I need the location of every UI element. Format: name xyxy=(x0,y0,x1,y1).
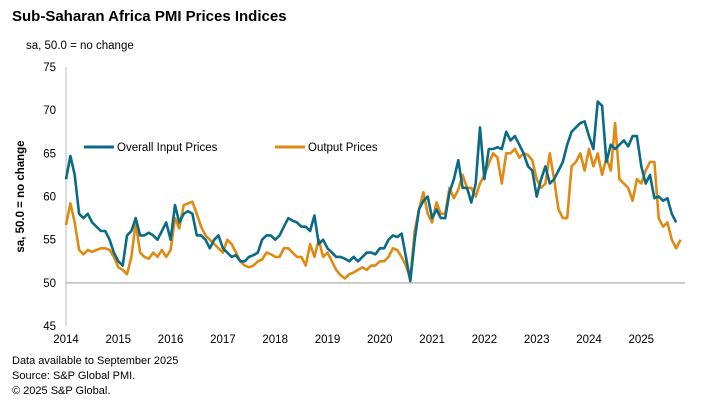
y-tick-label: 65 xyxy=(43,148,56,160)
y-tick-label: 60 xyxy=(43,192,56,204)
x-tick-label: 2020 xyxy=(367,334,393,346)
x-tick-label: 2015 xyxy=(106,334,132,346)
x-tick-label: 2016 xyxy=(158,334,184,346)
footer-note: Data available to September 2025 xyxy=(12,355,179,367)
chart-title: Sub-Saharan Africa PMI Prices Indices xyxy=(12,8,287,25)
x-tick-label: 2025 xyxy=(629,334,655,346)
x-tick-label: 2017 xyxy=(210,334,236,346)
y-tick-label: 75 xyxy=(43,62,56,74)
chart-subtitle: sa, 50.0 = no change xyxy=(26,40,134,52)
footer-copyright: © 2025 S&P Global. xyxy=(12,385,111,397)
y-tick-label: 45 xyxy=(43,321,56,333)
x-tick-label: 2023 xyxy=(524,334,550,346)
y-tick-label: 50 xyxy=(43,278,56,290)
x-tick-label: 2018 xyxy=(262,334,288,346)
footer-source: Source: S&P Global PMI. xyxy=(12,370,136,382)
x-tick-label: 2024 xyxy=(576,334,602,346)
y-tick-label: 55 xyxy=(43,235,56,247)
legend-label-1: Output Prices xyxy=(308,142,378,154)
y-tick-label: 70 xyxy=(43,105,56,117)
x-tick-label: 2021 xyxy=(419,334,445,346)
x-tick-label: 2014 xyxy=(53,334,79,346)
y-axis-label: sa, 50.0 = no change xyxy=(15,140,27,252)
x-tick-label: 2019 xyxy=(315,334,341,346)
x-tick-label: 2022 xyxy=(472,334,498,346)
series-line-1 xyxy=(64,121,682,280)
legend-label-0: Overall Input Prices xyxy=(117,142,218,154)
series-line-0 xyxy=(64,100,678,283)
